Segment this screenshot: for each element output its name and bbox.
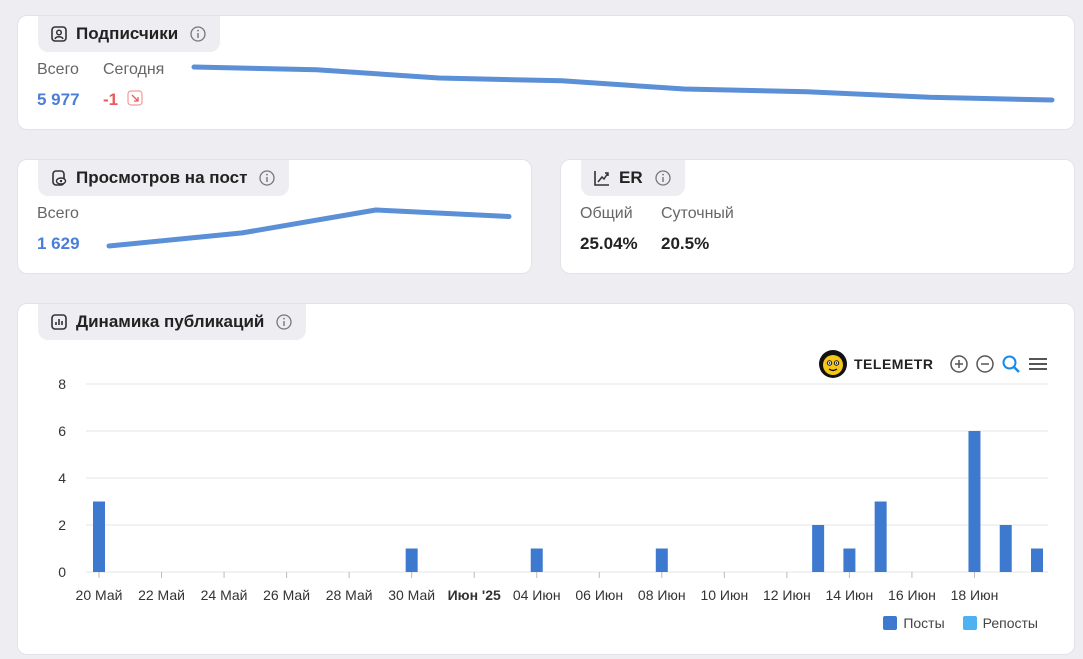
chart-legend: Посты Репосты: [883, 615, 1038, 631]
bar-posts[interactable]: [843, 548, 856, 573]
subscribers-header: Подписчики: [38, 16, 221, 52]
x-tick-label: 16 Июн: [888, 587, 936, 603]
bar-posts[interactable]: [530, 548, 543, 573]
y-tick-label: 2: [58, 517, 66, 533]
subscribers-today-label: Сегодня: [103, 61, 165, 78]
bar-posts[interactable]: [655, 548, 668, 573]
y-tick-label: 8: [58, 376, 66, 392]
views-total-value: 1 629: [37, 234, 80, 253]
magnifier-icon[interactable]: [1001, 354, 1021, 374]
x-tick-label: 14 Июн: [826, 587, 874, 603]
subscribers-total-value: 5 977: [37, 90, 80, 109]
subscribers-total-label: Всего: [37, 61, 79, 78]
x-tick-label: 20 Май: [76, 587, 123, 603]
bar-chart-icon: [51, 314, 67, 330]
x-tick-label: 24 Май: [201, 587, 248, 603]
brand-name: TELEMETR: [854, 356, 934, 372]
views-sparkline: [106, 207, 512, 249]
info-icon[interactable]: [276, 314, 293, 330]
bar-posts[interactable]: [1031, 548, 1043, 573]
y-tick-label: 0: [58, 564, 66, 580]
subscribers-today-value: -1: [103, 90, 119, 109]
publications-chart: 0 2 4 6 8 20 Май 22 Май 24 Май 26 Май 28 Май 30 Ма…: [58, 376, 1048, 603]
info-icon[interactable]: [259, 170, 276, 186]
legend-reposts-swatch: [962, 616, 977, 630]
bar-posts[interactable]: [93, 501, 105, 573]
menu-icon[interactable]: [1027, 354, 1049, 374]
x-tick-label: 04 Июн: [513, 587, 561, 603]
x-tick-label: 26 Май: [263, 587, 310, 603]
er-total-label: Общий: [580, 205, 633, 222]
zoom-out-icon[interactable]: [975, 354, 995, 374]
views-header: Просмотров на пост: [38, 160, 290, 196]
er-title: ER: [619, 168, 643, 187]
bar-posts[interactable]: [405, 548, 418, 573]
bar-posts[interactable]: [999, 525, 1012, 572]
publications-header: Динамика публикаций: [38, 304, 307, 340]
x-tick-label: 28 Май: [326, 587, 373, 603]
bar-posts[interactable]: [968, 431, 981, 572]
views-total-label: Всего: [37, 205, 79, 222]
trending-up-chart-icon: [594, 171, 609, 186]
x-tick-label: 06 Июн: [575, 587, 623, 603]
x-tick-label: 08 Июн: [638, 587, 686, 603]
x-tick-label: 10 Июн: [700, 587, 748, 603]
eye-document-icon: [52, 170, 67, 186]
x-tick-label: 18 Июн: [951, 587, 999, 603]
chart-toolbar: TELEMETR: [818, 349, 1049, 379]
telemetr-logo-icon: [819, 350, 847, 378]
x-tick-label: Июн '25: [448, 587, 501, 603]
info-icon[interactable]: [654, 170, 671, 186]
y-tick-label: 4: [58, 470, 66, 486]
views-title: Просмотров на пост: [76, 168, 248, 187]
user-square-icon: [51, 26, 67, 42]
subscribers-card: Подписчики Всего 5 977 Сегодня -1: [17, 15, 1075, 130]
x-tick-label: 22 Май: [138, 587, 185, 603]
bar-posts[interactable]: [874, 501, 887, 573]
y-tick-label: 6: [58, 423, 66, 439]
info-icon[interactable]: [190, 26, 206, 42]
views-card: Просмотров на пост Всего 1 629: [17, 159, 532, 274]
er-card: ER Общий 25.04% Суточный 20.5%: [560, 159, 1075, 274]
views-sparkline-line: [106, 207, 512, 249]
er-daily-value: 20.5%: [661, 234, 710, 253]
legend-reposts[interactable]: Репосты: [962, 615, 1038, 631]
arrow-down-right-icon: [127, 90, 143, 106]
er-daily-label: Суточный: [661, 205, 734, 222]
bar-posts[interactable]: [812, 525, 825, 572]
zoom-in-icon[interactable]: [949, 354, 969, 374]
er-header: ER: [581, 160, 685, 196]
subscribers-sparkline: [191, 64, 1055, 103]
x-tick-label: 30 Май: [388, 587, 435, 603]
x-tick-label: 12 Июн: [763, 587, 811, 603]
legend-posts[interactable]: Посты: [883, 615, 945, 631]
subscribers-sparkline-line: [191, 64, 1055, 103]
subscribers-title: Подписчики: [76, 24, 179, 43]
publications-card: Динамика публикаций TELEMETR: [17, 303, 1075, 655]
legend-reposts-label: Репосты: [982, 615, 1038, 631]
legend-posts-label: Посты: [903, 615, 945, 631]
er-total-value: 25.04%: [580, 234, 638, 253]
publications-title: Динамика публикаций: [76, 312, 265, 331]
legend-posts-swatch: [883, 616, 898, 630]
